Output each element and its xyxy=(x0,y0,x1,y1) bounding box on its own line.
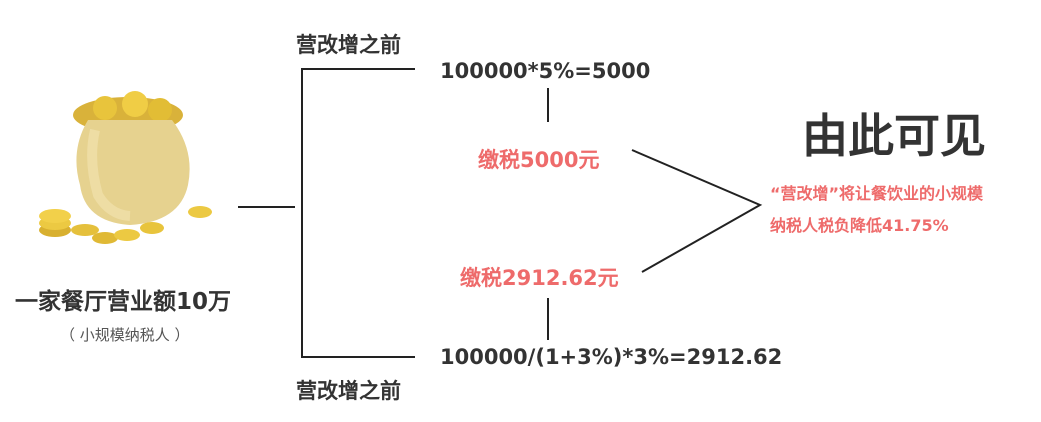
top-tax: 缴税5000元 xyxy=(478,148,600,172)
conclusion-line1: “营改增”将让餐饮业的小规模 xyxy=(770,184,984,203)
conclusion-title: 由此可见 xyxy=(802,109,986,163)
bracket-line xyxy=(301,68,415,358)
top-formula: 100000*5%=5000 xyxy=(440,59,651,83)
bottom-formula: 100000/(1+3%)*3%=2912.62 xyxy=(440,345,783,369)
converge-line xyxy=(631,149,763,273)
company-subtitle: （ 小规模纳税人 ） xyxy=(60,326,190,344)
top-branch-label: 营改增之前 xyxy=(296,33,401,57)
money-bag-icon xyxy=(39,91,212,244)
bottom-branch-label: 营改增之前 xyxy=(296,379,401,403)
conclusion-line2: 纳税人税负降低41.75% xyxy=(770,216,949,235)
bottom-tax: 缴税2912.62元 xyxy=(460,266,619,290)
company-title: 一家餐厅营业额10万 xyxy=(15,289,232,315)
